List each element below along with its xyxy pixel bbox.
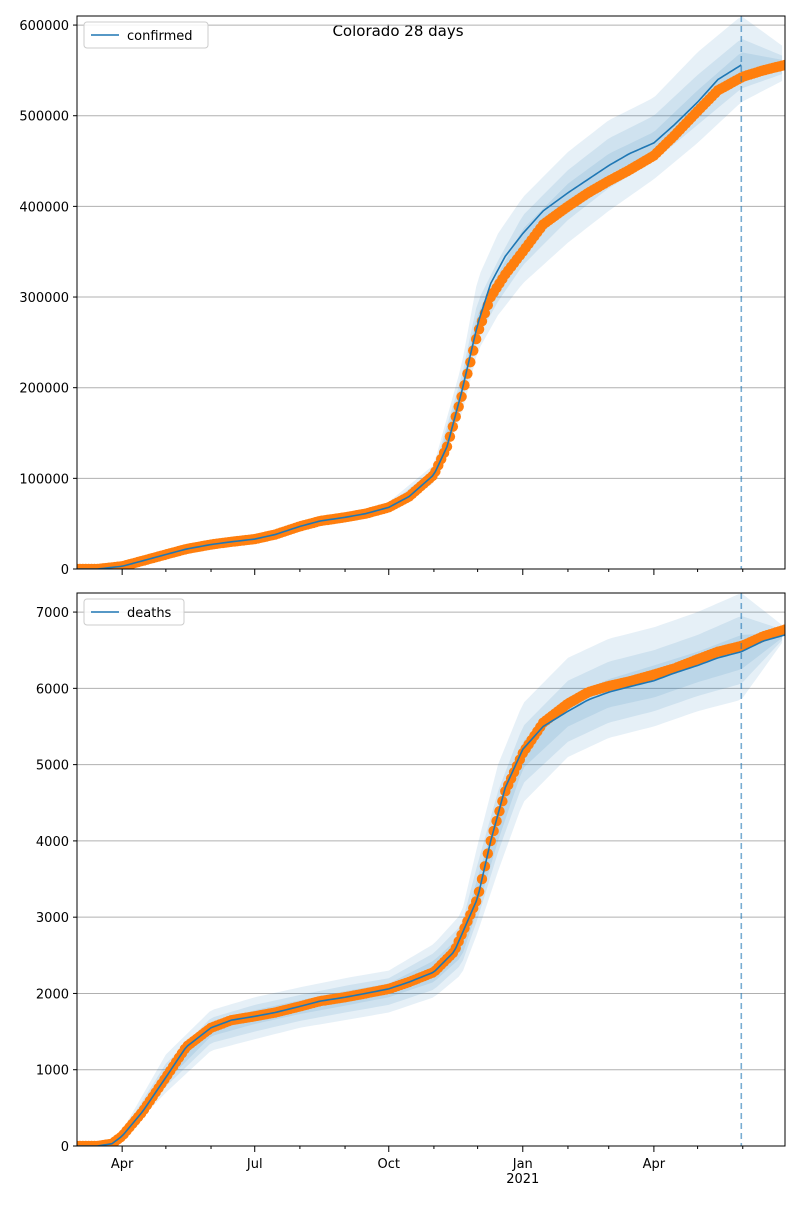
legend-box [83, 598, 185, 626]
legend: deaths [83, 598, 185, 626]
x-tick-label: Oct [378, 1157, 400, 1172]
plot-area [77, 594, 785, 1146]
legend-box [83, 21, 209, 49]
y-tick-label: 400000 [19, 200, 69, 215]
observed-point [779, 624, 785, 635]
x-year-label: 2021 [506, 1172, 539, 1187]
observed-point [453, 401, 464, 412]
y-tick-label: 0 [61, 563, 69, 578]
model-line [77, 64, 742, 569]
deaths-panel: 0 1000 2000 3000 4000 5000 6000 7000 Apr Jul Oct Ja… [36, 592, 786, 1187]
uncertainty-band [122, 594, 783, 1139]
legend: confirmed [83, 21, 209, 49]
y-tick-label: 5000 [36, 759, 69, 774]
legend-label: deaths [127, 606, 172, 621]
model-line [77, 634, 785, 1146]
y-tick-label: 4000 [36, 835, 69, 850]
x-tick-label: Jul [246, 1157, 263, 1172]
x-tick-label: Apr [643, 1157, 666, 1172]
confirmed-panel: 0 100000 200000 300000 400000 500000 600000 con… [19, 15, 786, 578]
y-tick-label: 3000 [36, 911, 69, 926]
y-tick-label: 7000 [36, 606, 69, 621]
uncertainty-band [388, 17, 783, 513]
y-tick-label: 300000 [19, 291, 69, 306]
y-tick-label: 1000 [36, 1064, 69, 1079]
uncertainty-band [122, 616, 783, 1138]
y-tick-label: 600000 [19, 19, 69, 34]
y-tick-label: 0 [61, 1140, 69, 1155]
uncertainty-band [388, 39, 783, 511]
axes-frame [76, 15, 786, 570]
axes-frame [76, 592, 786, 1147]
y-tick-label: 100000 [19, 472, 69, 487]
y-tick-label: 200000 [19, 382, 69, 397]
observed-point [468, 345, 479, 356]
x-tick-label: Apr [111, 1157, 134, 1172]
plot-area [77, 17, 785, 569]
y-tick-label: 6000 [36, 682, 69, 697]
legend-label: confirmed [127, 29, 193, 44]
y-tick-label: 2000 [36, 987, 69, 1002]
y-tick-label: 500000 [19, 110, 69, 125]
observed-point [779, 59, 785, 71]
observed-point [497, 796, 508, 807]
x-tick-label: Jan [512, 1157, 533, 1172]
chart-title: Colorado 28 days [332, 22, 463, 40]
